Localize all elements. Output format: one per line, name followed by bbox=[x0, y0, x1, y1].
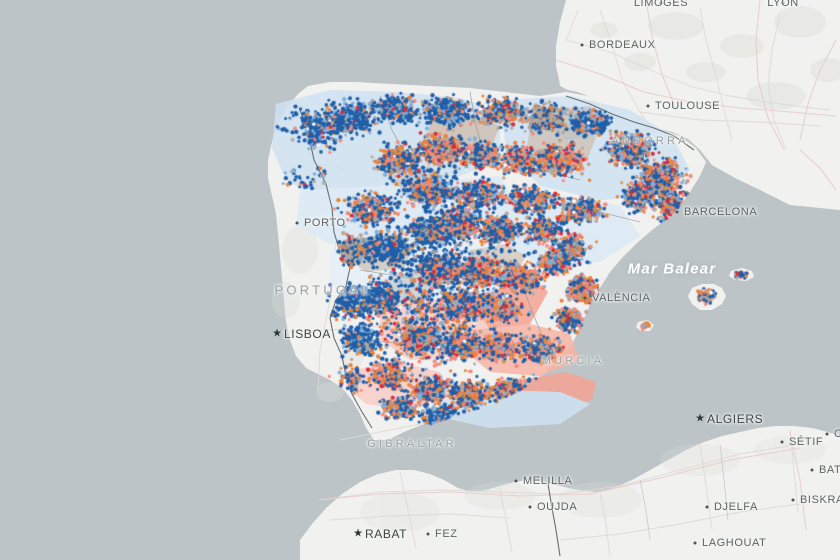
city-dot-icon-oujda bbox=[528, 505, 532, 509]
capital-star-icon-algiers: ★ bbox=[695, 412, 705, 425]
city-dot-icon-bordeaux bbox=[580, 43, 584, 47]
city-dot-icon-limoges bbox=[659, 1, 663, 5]
city-dot-icon-melilla bbox=[514, 479, 518, 483]
city-dot-icon-batna bbox=[810, 468, 814, 472]
city-dot-icon-toulouse bbox=[646, 104, 650, 108]
city-dot-icon-lyon bbox=[781, 1, 785, 5]
city-dot-icon-djelfa bbox=[705, 505, 709, 509]
capital-star-icon-lisboa: ★ bbox=[272, 327, 282, 340]
city-dot-icon-constantine bbox=[825, 432, 829, 436]
city-dot-icon-fez bbox=[426, 532, 430, 536]
city-dot-icon-laghouat bbox=[693, 541, 697, 545]
city-dot-icon-barcelona bbox=[675, 210, 679, 214]
city-dot-icon-setif bbox=[780, 440, 784, 444]
city-dot-icon-porto bbox=[295, 221, 299, 225]
city-dot-icon-biskra bbox=[791, 498, 795, 502]
capital-star-icon-rabat: ★ bbox=[353, 527, 363, 540]
city-dot-icon-valencia bbox=[583, 296, 587, 300]
